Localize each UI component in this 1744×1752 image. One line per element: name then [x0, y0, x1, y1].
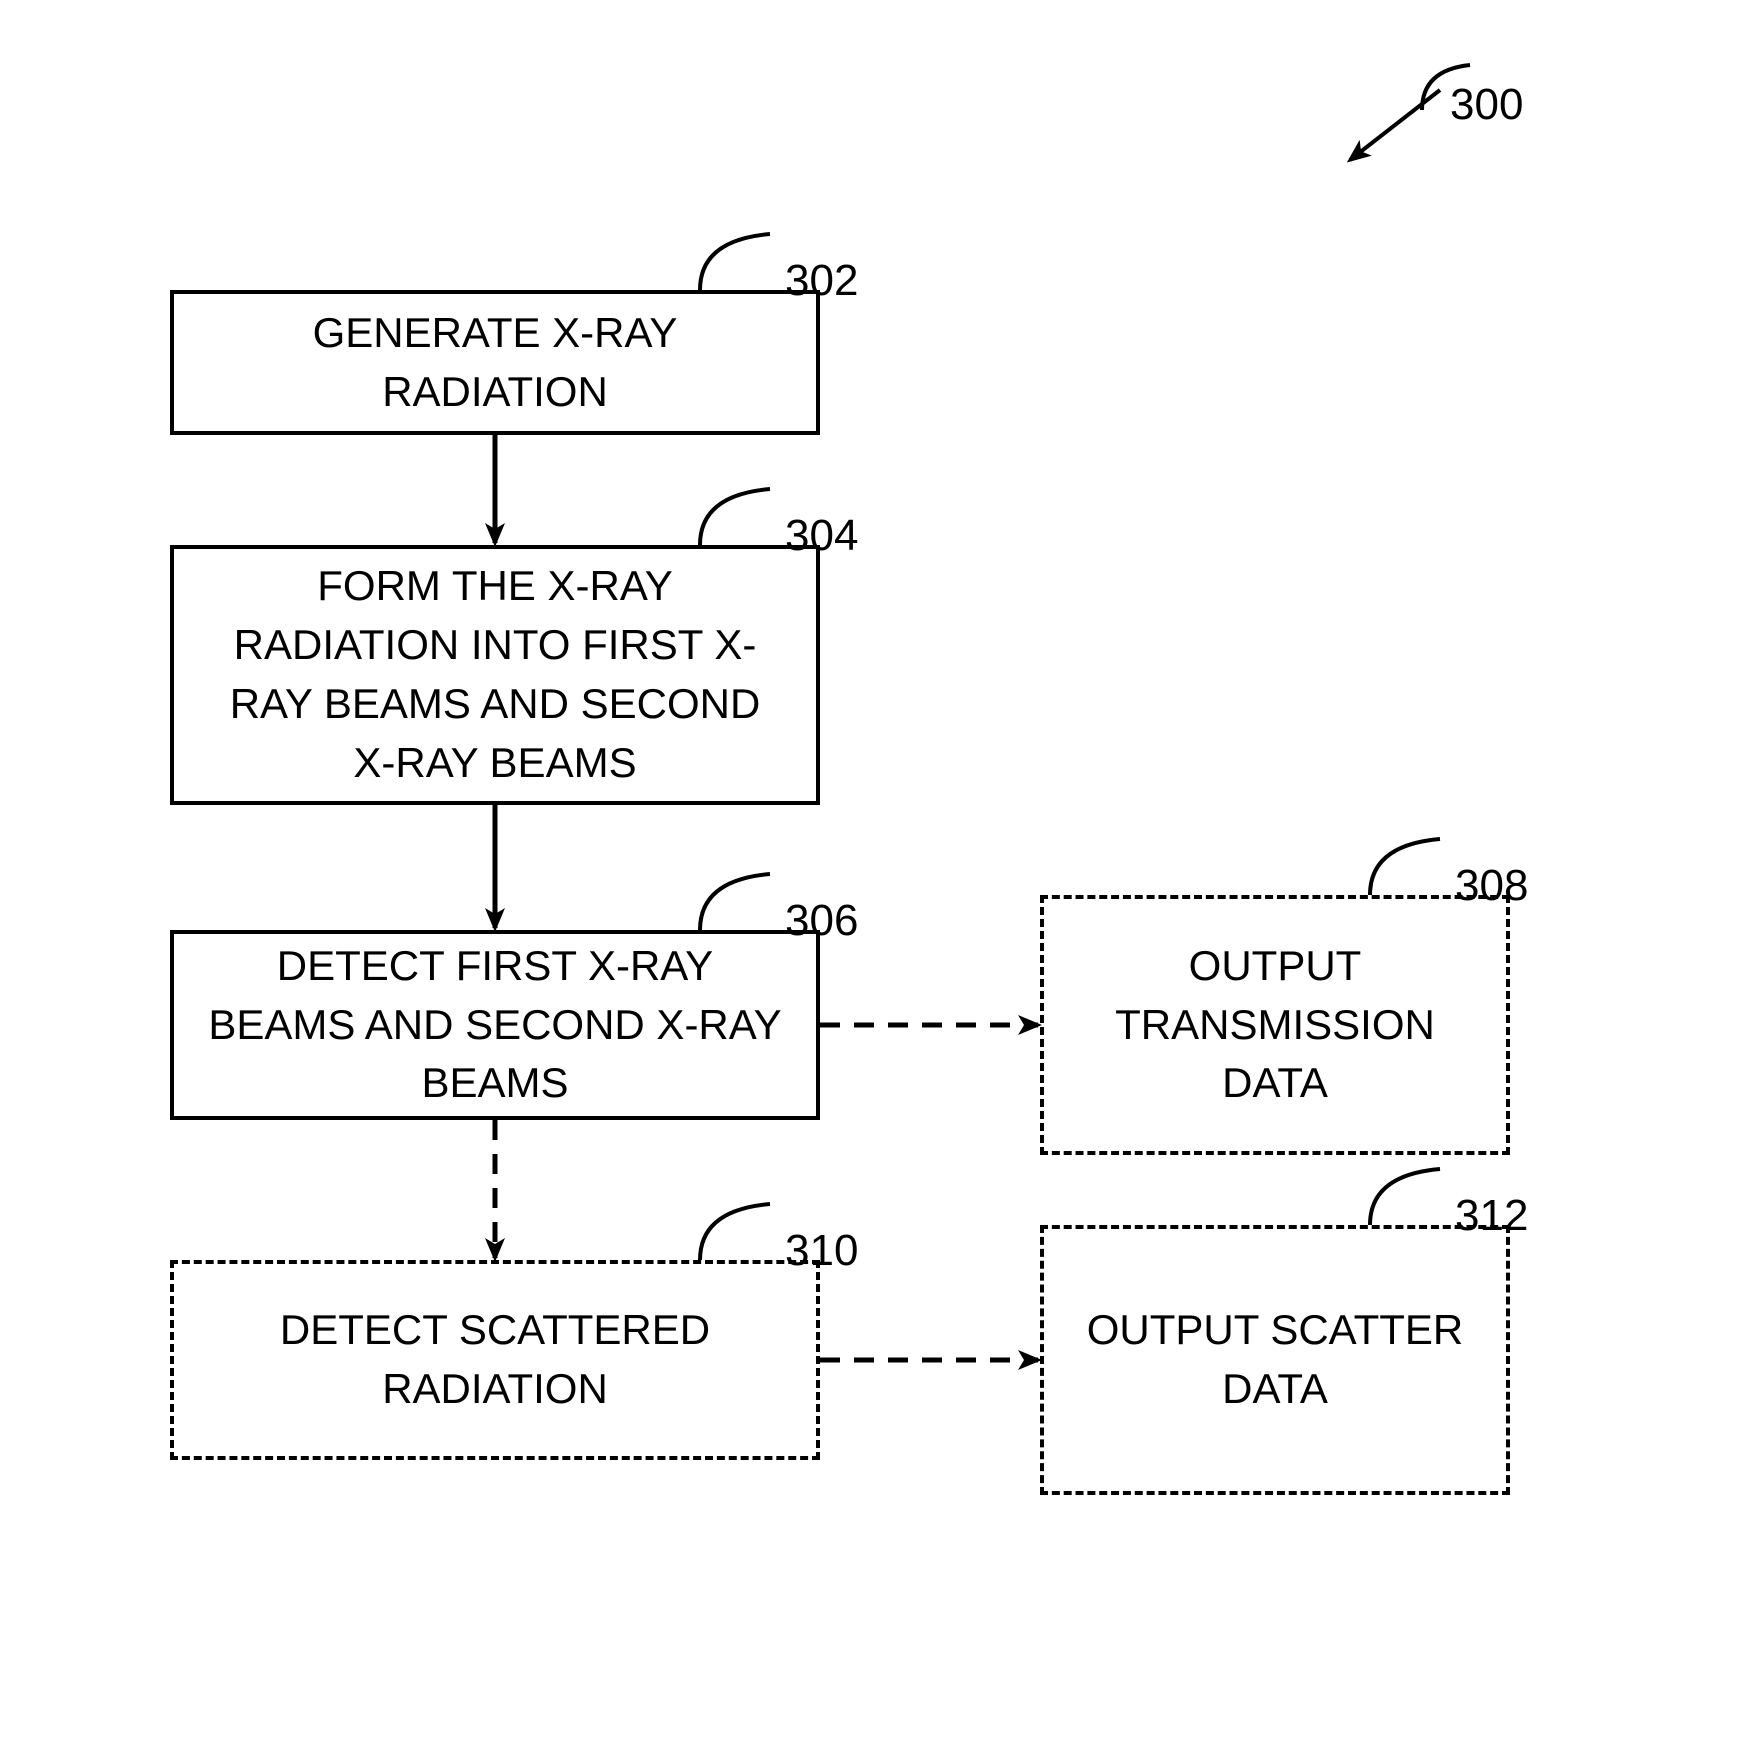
ref-label-308: 308: [1455, 861, 1528, 911]
node-text: DETECT SCATTERED RADIATION: [204, 1301, 786, 1419]
ref-label-310: 310: [785, 1226, 858, 1276]
ref-label-312: 312: [1455, 1191, 1528, 1241]
figure-id-label: 300: [1450, 80, 1523, 130]
node-text: GENERATE X-RAY RADIATION: [204, 304, 786, 422]
flowchart-node-302: GENERATE X-RAY RADIATION: [170, 290, 820, 435]
ref-label-304: 304: [785, 511, 858, 561]
flowchart-node-310: DETECT SCATTERED RADIATION: [170, 1260, 820, 1460]
flowchart-node-306: DETECT FIRST X-RAY BEAMS AND SECOND X-RA…: [170, 930, 820, 1120]
flowchart-node-304: FORM THE X-RAY RADIATION INTO FIRST X-RA…: [170, 545, 820, 805]
node-text: OUTPUT TRANSMISSION DATA: [1064, 937, 1486, 1113]
flowchart-node-312: OUTPUT SCATTER DATA: [1040, 1225, 1510, 1495]
node-text: FORM THE X-RAY RADIATION INTO FIRST X-RA…: [204, 557, 786, 792]
flowchart-node-308: OUTPUT TRANSMISSION DATA: [1040, 895, 1510, 1155]
node-text: OUTPUT SCATTER DATA: [1064, 1301, 1486, 1419]
ref-label-302: 302: [785, 256, 858, 306]
node-text: DETECT FIRST X-RAY BEAMS AND SECOND X-RA…: [204, 937, 786, 1113]
ref-label-306: 306: [785, 896, 858, 946]
